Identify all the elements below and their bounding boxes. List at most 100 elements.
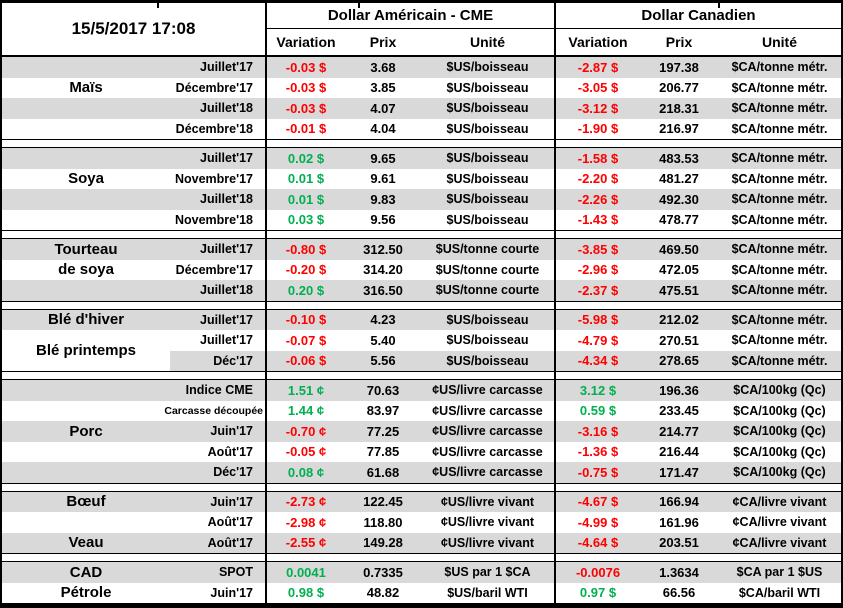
ca-variation-cell: -2.20 $ bbox=[554, 168, 640, 189]
usd-group-header: Dollar Américain - CME Variation Prix Un… bbox=[265, 3, 554, 55]
usd-prix-header: Prix bbox=[369, 34, 397, 50]
ca-price-cell: 214.77 bbox=[659, 423, 699, 439]
commodity-cell bbox=[2, 380, 170, 401]
commodity-label: de soya bbox=[58, 261, 114, 279]
commodity-cell bbox=[2, 57, 170, 78]
section-ble: Juillet'17 -0.10 $ 4.23 $US/boisseau -5.98 $… bbox=[2, 309, 841, 371]
contract-month-cell: Août'17 bbox=[207, 444, 253, 459]
report-timestamp: 15/5/2017 17:08 bbox=[71, 19, 196, 38]
section-divider bbox=[2, 482, 841, 492]
us-price-cell: 9.61 bbox=[370, 171, 396, 187]
commodity-label: Soya bbox=[68, 170, 104, 188]
us-variation-cell: -0.70 ¢ bbox=[265, 421, 345, 442]
table-row: Juin'17 -2.73 ¢ 122.45 ¢US/livre vivant -4.6… bbox=[2, 491, 841, 512]
us-variation-cell: -0.01 $ bbox=[265, 118, 345, 139]
section-mais: Juillet'17 -0.03 $ 3.68 $US/boisseau -2.87 $… bbox=[2, 57, 841, 139]
cad-variation-header: Variation bbox=[568, 34, 628, 50]
us-price-cell: 149.28 bbox=[363, 535, 403, 551]
us-price-cell: 9.83 bbox=[370, 191, 396, 207]
commodity-label: CAD bbox=[69, 563, 103, 581]
section-divider bbox=[2, 553, 841, 562]
ca-variation-cell: -2.37 $ bbox=[554, 280, 640, 301]
ca-price-cell: 233.45 bbox=[659, 403, 699, 419]
ca-unit-cell: $CA par 1 $US bbox=[736, 565, 823, 580]
us-unit-cell: $US/boisseau bbox=[446, 171, 529, 186]
ca-price-cell: 492.30 bbox=[659, 191, 699, 207]
commodity-label: Pétrole bbox=[60, 584, 112, 602]
contract-month-cell: Juillet'18 bbox=[200, 192, 253, 207]
column-tick bbox=[157, 3, 159, 8]
us-price-cell: 61.68 bbox=[366, 464, 400, 480]
us-unit-cell: ¢US/livre carcasse bbox=[432, 383, 543, 398]
ca-variation-cell: -4.79 $ bbox=[554, 330, 640, 351]
table-row: Décembre'17 -0.20 $ 314.20 $US/tonne courte… bbox=[2, 259, 841, 280]
us-variation-cell: 0.01 $ bbox=[265, 168, 345, 189]
ca-variation-cell: -3.05 $ bbox=[554, 77, 640, 98]
us-unit-cell: $US/boisseau bbox=[446, 121, 529, 136]
us-variation-cell: 0.98 $ bbox=[265, 582, 345, 603]
us-unit-cell: ¢US/livre carcasse bbox=[432, 465, 543, 480]
us-price-cell: 3.68 bbox=[370, 59, 396, 75]
ca-unit-cell: ¢CA/livre vivant bbox=[732, 494, 827, 509]
usd-variation-header: Variation bbox=[276, 34, 336, 50]
section-divider bbox=[2, 300, 841, 310]
contract-month-cell: Juin'17 bbox=[210, 585, 253, 600]
us-unit-cell: $US/boisseau bbox=[446, 333, 529, 348]
commodity-cell bbox=[2, 512, 170, 533]
contract-month-cell: Juillet'18 bbox=[200, 283, 253, 298]
us-unit-cell: ¢US/livre carcasse bbox=[432, 424, 543, 439]
us-unit-cell: $US/boisseau bbox=[446, 192, 529, 207]
us-unit-cell: $US/boisseau bbox=[446, 353, 529, 368]
us-price-cell: 5.56 bbox=[370, 353, 396, 369]
us-price-cell: 122.45 bbox=[363, 494, 403, 510]
table-row: Juillet'18 0.20 $ 316.50 $US/tonne courte -2… bbox=[2, 280, 841, 301]
contract-month-cell: Décembre'17 bbox=[175, 80, 253, 95]
commodity-cell bbox=[2, 148, 170, 169]
commodity-cell bbox=[2, 98, 170, 119]
commodity-label: Blé d'hiver bbox=[47, 311, 125, 329]
ca-price-cell: 66.56 bbox=[662, 585, 696, 601]
section-boeuf-veau: Juin'17 -2.73 ¢ 122.45 ¢US/livre vivant -4.6… bbox=[2, 491, 841, 553]
ca-price-cell: 166.94 bbox=[659, 494, 699, 510]
commodity-cell bbox=[2, 210, 170, 231]
us-price-cell: 4.07 bbox=[370, 100, 396, 116]
us-unit-cell: $US/boisseau bbox=[446, 212, 529, 227]
contract-month-cell: Déc'17 bbox=[213, 353, 253, 368]
us-variation-cell: 1.44 ¢ bbox=[265, 400, 345, 421]
contract-month-cell: Juillet'17 bbox=[200, 312, 253, 327]
ca-variation-cell: -4.34 $ bbox=[554, 350, 640, 371]
table-row: Indice CME 1.51 ¢ 70.63 ¢US/livre carcasse 3… bbox=[2, 380, 841, 401]
us-variation-cell: 0.0041 bbox=[265, 562, 345, 583]
contract-month-cell: Décembre'17 bbox=[175, 262, 253, 277]
ca-variation-cell: -3.16 $ bbox=[554, 421, 640, 442]
ca-unit-cell: $CA/tonne métr. bbox=[731, 151, 828, 166]
contract-month-cell: Août'17 bbox=[207, 535, 253, 550]
ca-variation-cell: -1.36 $ bbox=[554, 441, 640, 462]
cad-group-title: Dollar Canadien bbox=[556, 3, 841, 29]
ca-unit-cell: $CA/100kg (Qc) bbox=[733, 444, 826, 459]
commodity-cell bbox=[2, 401, 170, 422]
table-row: Novembre'18 0.03 $ 9.56 $US/boisseau -1.43 $… bbox=[2, 209, 841, 231]
ca-price-cell: 270.51 bbox=[659, 332, 699, 348]
contract-month-cell: Juin'17 bbox=[210, 424, 253, 439]
ca-unit-cell: $CA/baril WTI bbox=[738, 585, 821, 600]
contract-month-cell: Juillet'18 bbox=[200, 101, 253, 116]
ca-price-cell: 203.51 bbox=[659, 535, 699, 551]
ca-variation-cell: -4.64 $ bbox=[554, 532, 640, 553]
ca-unit-cell: $CA/100kg (Qc) bbox=[733, 424, 826, 439]
ca-unit-cell: $CA/tonne métr. bbox=[731, 192, 828, 207]
ca-price-cell: 218.31 bbox=[659, 100, 699, 116]
table-row: Juillet'17 0.02 $ 9.65 $US/boisseau -1.58 $ 4… bbox=[2, 148, 841, 169]
commodity-cell bbox=[2, 442, 170, 463]
ca-variation-cell: -1.58 $ bbox=[554, 148, 640, 169]
contract-month-cell: SPOT bbox=[218, 565, 253, 580]
table-row: Juin'17 0.98 $ 48.82 $US/baril WTI 0.97 $ 66.… bbox=[2, 582, 841, 603]
commodity-label: Tourteau bbox=[54, 240, 118, 258]
table-row: Déc'17 0.08 ¢ 61.68 ¢US/livre carcasse -0.75… bbox=[2, 462, 841, 483]
section-porc: Indice CME 1.51 ¢ 70.63 ¢US/livre carcasse 3… bbox=[2, 380, 841, 483]
us-variation-cell: -0.07 $ bbox=[265, 330, 345, 351]
table-row: Juillet'17 -0.07 $ 5.40 $US/boisseau -4.79 $… bbox=[2, 330, 841, 351]
us-price-cell: 316.50 bbox=[363, 282, 403, 298]
commodity-label: Maïs bbox=[69, 79, 103, 97]
contract-month-cell: Déc'17 bbox=[213, 465, 253, 480]
